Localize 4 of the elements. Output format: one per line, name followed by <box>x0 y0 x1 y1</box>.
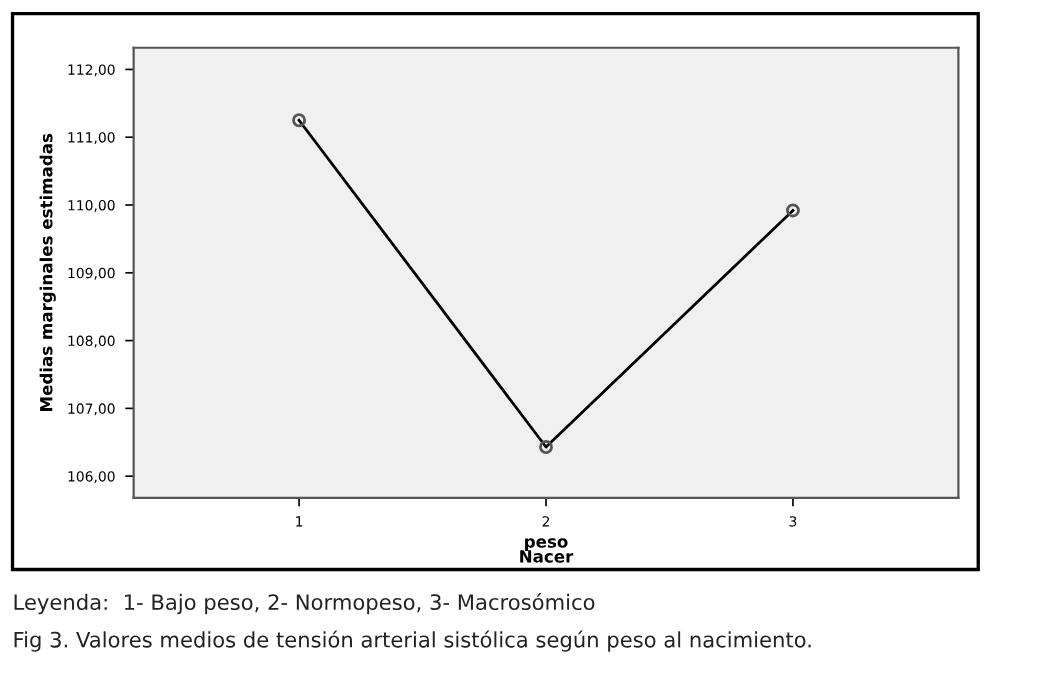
caption: Fig 3. Valores medios de tensión arterial sistólica según peso al nacimiento. <box>14 630 811 652</box>
y-axis-title: Medias marginales estimadas <box>39 133 56 411</box>
x-axis-title: peso Nacer <box>520 538 574 563</box>
text: Leyenda: 1- Bajo peso, 2- Normopeso, 3- Macrosómico <box>14 592 595 615</box>
